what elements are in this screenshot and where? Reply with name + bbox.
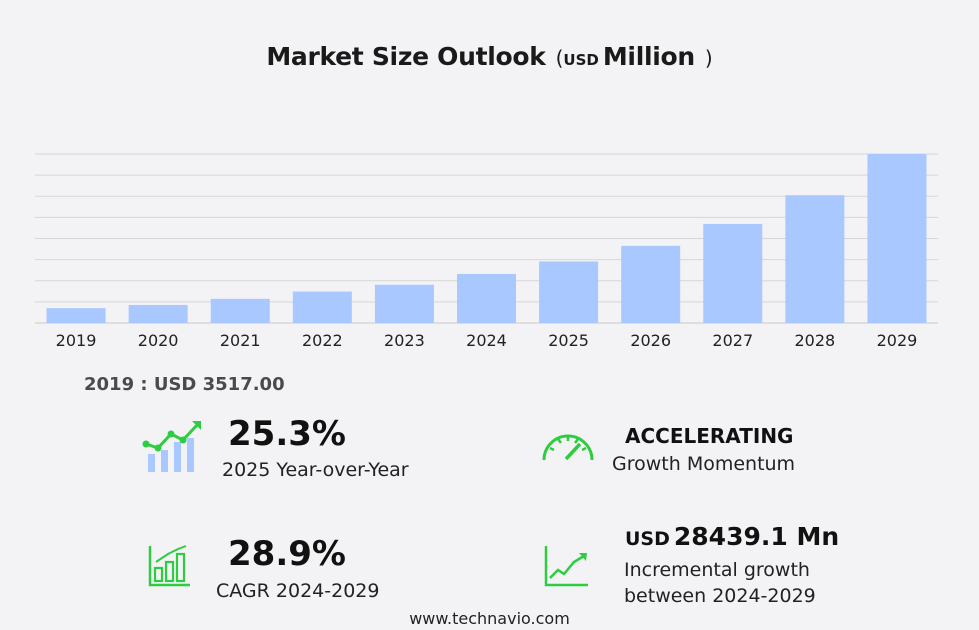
yoy-label: 2025 Year-over-Year [222, 459, 409, 481]
chart-title: Market Size Outlook (USD Million) [0, 42, 979, 71]
x-tick-label: 2026 [630, 331, 671, 350]
base-year-label: 2019 : USD 3517.00 [84, 374, 285, 395]
x-tick-label: 2028 [795, 331, 836, 350]
momentum-label: Growth Momentum [612, 453, 796, 475]
cagr-label: CAGR 2024-2029 [216, 580, 380, 602]
x-tick-label: 2027 [712, 331, 753, 350]
title-paren-close: ) [704, 46, 713, 70]
chart-title-text: Market Size Outlook [266, 42, 546, 71]
x-tick-label: 2021 [220, 331, 261, 350]
title-unit-small: USD [563, 51, 599, 69]
source-link[interactable]: www.technavio.com [409, 609, 570, 628]
growth-chart-icon [142, 421, 201, 472]
bar-2029 [867, 154, 927, 323]
incremental-label-line1: Incremental growth [624, 559, 810, 581]
bar-2023 [374, 284, 434, 323]
bar-2021 [210, 298, 270, 323]
bar-2024 [457, 273, 516, 323]
yoy-value: 25.3% [228, 414, 346, 454]
speedometer-icon [542, 434, 594, 461]
title-unit-big: Million [602, 42, 695, 71]
incremental-label-line2: between 2024-2029 [624, 585, 816, 607]
bar-chart: 2019 2020 2021 2022 2023 2024 2025 2026 2027 2028… [35, 153, 938, 350]
incremental-value: USD 28439.1 Mn [625, 522, 839, 551]
bar-2019 [46, 308, 106, 323]
bar-2025 [539, 261, 599, 323]
trend-line-icon [544, 546, 588, 587]
cagr-value: 28.9% [228, 534, 346, 574]
bar-2022 [292, 291, 352, 323]
bar-2026 [621, 245, 681, 323]
momentum-value: ACCELERATING [625, 424, 794, 448]
incremental-unit: USD [625, 528, 670, 550]
x-tick-label: 2023 [384, 331, 425, 350]
bar-2028 [785, 195, 845, 323]
title-paren-open: ( [555, 46, 564, 70]
incremental-amount: 28439.1 Mn [673, 522, 840, 551]
x-tick-label: 2020 [138, 331, 179, 350]
bar-chart-icon [148, 545, 190, 587]
x-tick-label: 2024 [466, 331, 507, 350]
bar-2027 [703, 223, 763, 323]
x-tick-label: 2029 [877, 331, 918, 350]
x-tick-label: 2019 [56, 331, 97, 350]
bar-2020 [128, 304, 188, 323]
x-tick-label: 2025 [548, 331, 589, 350]
x-tick-label: 2022 [302, 331, 343, 350]
